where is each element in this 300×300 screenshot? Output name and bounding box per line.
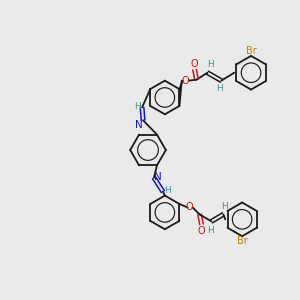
Text: O: O xyxy=(191,59,198,69)
Text: H: H xyxy=(164,186,171,195)
Text: N: N xyxy=(135,120,143,130)
Text: Br: Br xyxy=(237,236,248,246)
Text: O: O xyxy=(198,226,205,236)
Text: H: H xyxy=(134,102,140,111)
Text: N: N xyxy=(154,172,162,182)
Text: Br: Br xyxy=(246,46,256,56)
Text: H: H xyxy=(221,202,228,211)
Text: H: H xyxy=(216,84,223,93)
Text: H: H xyxy=(207,60,214,69)
Text: O: O xyxy=(186,202,194,212)
Text: O: O xyxy=(182,76,190,85)
Text: H: H xyxy=(207,226,214,235)
